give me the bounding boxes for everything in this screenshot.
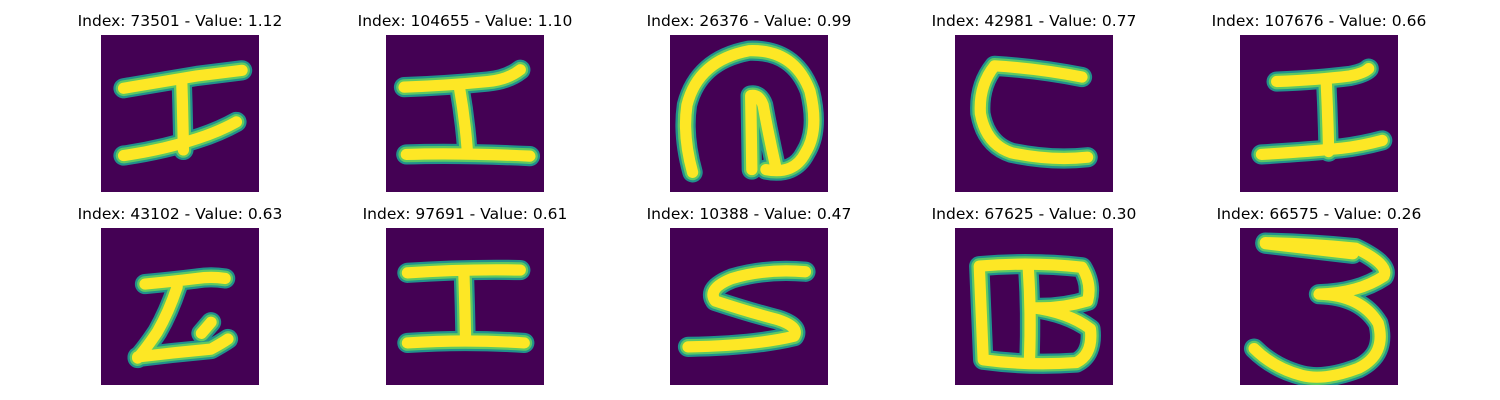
sample-title: Index: 42981 - Value: 0.77 (931, 12, 1137, 30)
glyph-stroke (132, 333, 234, 363)
sample-cell-3: Index: 26376 - Value: 0.99 (639, 0, 859, 192)
glyph-stroke (1259, 238, 1359, 260)
glyph-stroke (1248, 236, 1391, 383)
glyph-stroke (117, 64, 248, 94)
sample-title: Index: 67625 - Value: 0.30 (931, 205, 1137, 223)
sample-title: Index: 43102 - Value: 0.63 (77, 205, 283, 223)
sample-cell-7: Index: 97691 - Value: 0.61 (355, 193, 575, 385)
glyph-stroke (682, 265, 812, 353)
glyph-stroke (679, 45, 820, 178)
sample-title: Index: 107676 - Value: 0.66 (1211, 12, 1427, 30)
sample-cell-8: Index: 10388 - Value: 0.47 (639, 193, 859, 385)
sample-image (1240, 228, 1398, 385)
glyph-stroke (401, 335, 530, 349)
sample-image (670, 228, 828, 385)
glyph-stroke (139, 271, 231, 290)
sample-title: Index: 26376 - Value: 0.99 (646, 12, 852, 30)
sample-image (101, 228, 259, 385)
sample-title: Index: 66575 - Value: 0.26 (1216, 205, 1422, 223)
sample-image (386, 228, 544, 385)
glyph-stroke (1320, 78, 1335, 158)
sample-title: Index: 73501 - Value: 1.12 (77, 12, 283, 30)
sample-cell-2: Index: 104655 - Value: 1.10 (355, 0, 575, 192)
sample-cell-4: Index: 42981 - Value: 0.77 (924, 0, 1144, 192)
sample-cell-6: Index: 43102 - Value: 0.63 (70, 193, 290, 385)
glyph-stroke (400, 148, 536, 162)
sample-cell-9: Index: 67625 - Value: 0.30 (924, 193, 1144, 385)
sample-image (670, 35, 828, 192)
glyph-stroke (1022, 264, 1036, 366)
sample-image (955, 228, 1113, 385)
glyph-stroke (745, 89, 782, 176)
sample-image (386, 35, 544, 192)
glyph-stroke (1271, 63, 1375, 88)
sample-image (101, 35, 259, 192)
sample-title: Index: 104655 - Value: 1.10 (357, 12, 573, 30)
glyph-stroke (458, 267, 472, 345)
glyph-stroke (398, 64, 526, 93)
sample-title: Index: 97691 - Value: 0.61 (362, 205, 568, 223)
glyph-stroke (453, 81, 473, 156)
sample-image (1240, 35, 1398, 192)
sample-cell-5: Index: 107676 - Value: 0.66 (1209, 0, 1429, 192)
sample-cell-1: Index: 73501 - Value: 1.12 (70, 0, 290, 192)
glyph-stroke (974, 60, 1094, 165)
glyph-stroke (1255, 134, 1388, 161)
glyph-stroke (117, 116, 243, 162)
sample-image (955, 35, 1113, 192)
glyph-stroke (195, 316, 217, 340)
sample-cell-10: Index: 66575 - Value: 0.26 (1209, 193, 1429, 385)
sample-title: Index: 10388 - Value: 0.47 (646, 205, 852, 223)
